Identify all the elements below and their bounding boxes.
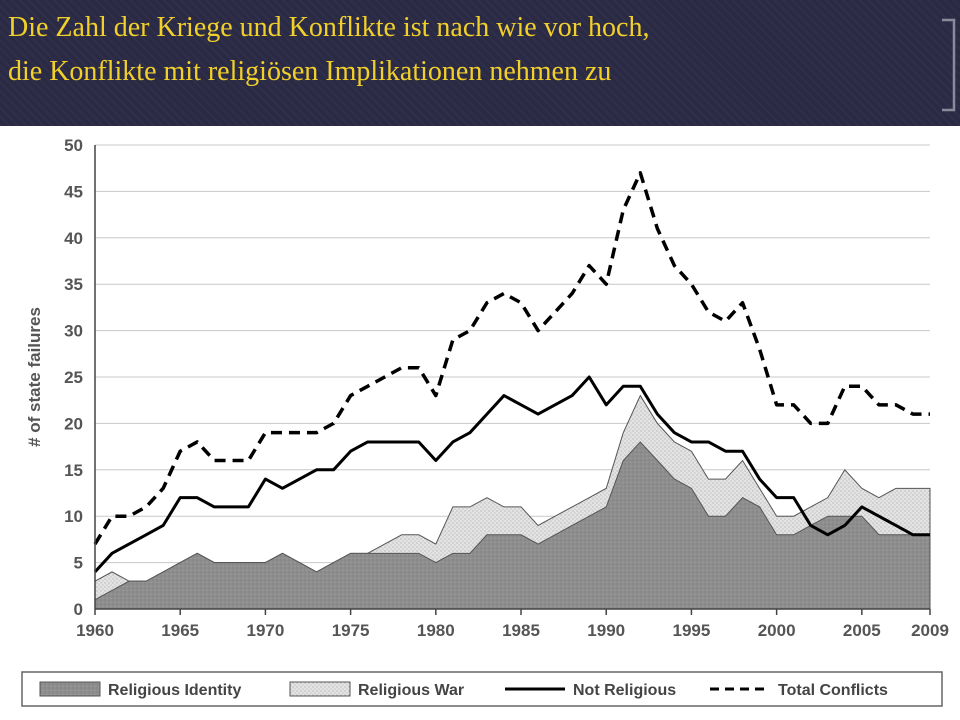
slide-title-line-2: die Konflikte mit religiösen Implikation… — [8, 56, 612, 87]
conflict-chart: 0 5 10 15 20 25 30 35 40 45 50 1960 1965 1970 1975 1980… — [21, 136, 949, 707]
x-tick-label: 1960 — [76, 621, 114, 640]
y-tick-label: 45 — [64, 182, 83, 201]
x-tick-label: 1970 — [246, 621, 284, 640]
y-tick-label: 10 — [64, 507, 83, 526]
x-tick-label: 1985 — [502, 621, 540, 640]
total-conflicts-line — [93, 171, 930, 545]
y-tick-label: 0 — [74, 600, 83, 619]
x-tick-label: 1975 — [332, 621, 370, 640]
y-tick-label: 15 — [64, 461, 83, 480]
x-tick-label: 1965 — [161, 621, 199, 640]
legend-label-religious-identity: Religious Identity — [108, 682, 241, 699]
legend-swatch-religious-identity — [39, 681, 101, 697]
x-tick-label: 1990 — [587, 621, 625, 640]
x-tick-label: 2000 — [758, 621, 796, 640]
y-axis-label: # of state failures — [25, 307, 44, 447]
y-tick-label: 20 — [64, 414, 83, 433]
not-religious-line — [93, 375, 930, 573]
y-tick-label: 40 — [64, 229, 83, 248]
y-tick-label: 35 — [64, 275, 83, 294]
legend-label-not-religious: Not Religious — [573, 682, 676, 699]
x-tick-label: 2005 — [843, 621, 881, 640]
x-tick-label: 1980 — [417, 621, 455, 640]
slide-title-line-1: Die Zahl der Kriege und Konflikte ist na… — [8, 12, 650, 43]
legend-label-religious-war: Religious War — [358, 682, 464, 699]
bracket-decoration-icon — [942, 18, 956, 112]
x-tick-label: 1995 — [673, 621, 711, 640]
y-tick-label: 25 — [64, 368, 83, 387]
x-tick-label: 2009 — [911, 621, 949, 640]
legend-label-total-conflicts: Total Conflicts — [778, 682, 888, 699]
y-tick-label: 50 — [64, 136, 83, 155]
legend-swatch-religious-war — [289, 681, 351, 697]
y-tick-label: 5 — [74, 554, 83, 573]
title-banner: Die Zahl der Kriege und Konflikte ist na… — [0, 0, 960, 126]
y-tick-label: 30 — [64, 322, 83, 341]
religious-identity-area — [94, 441, 931, 610]
legend-box — [21, 671, 943, 707]
